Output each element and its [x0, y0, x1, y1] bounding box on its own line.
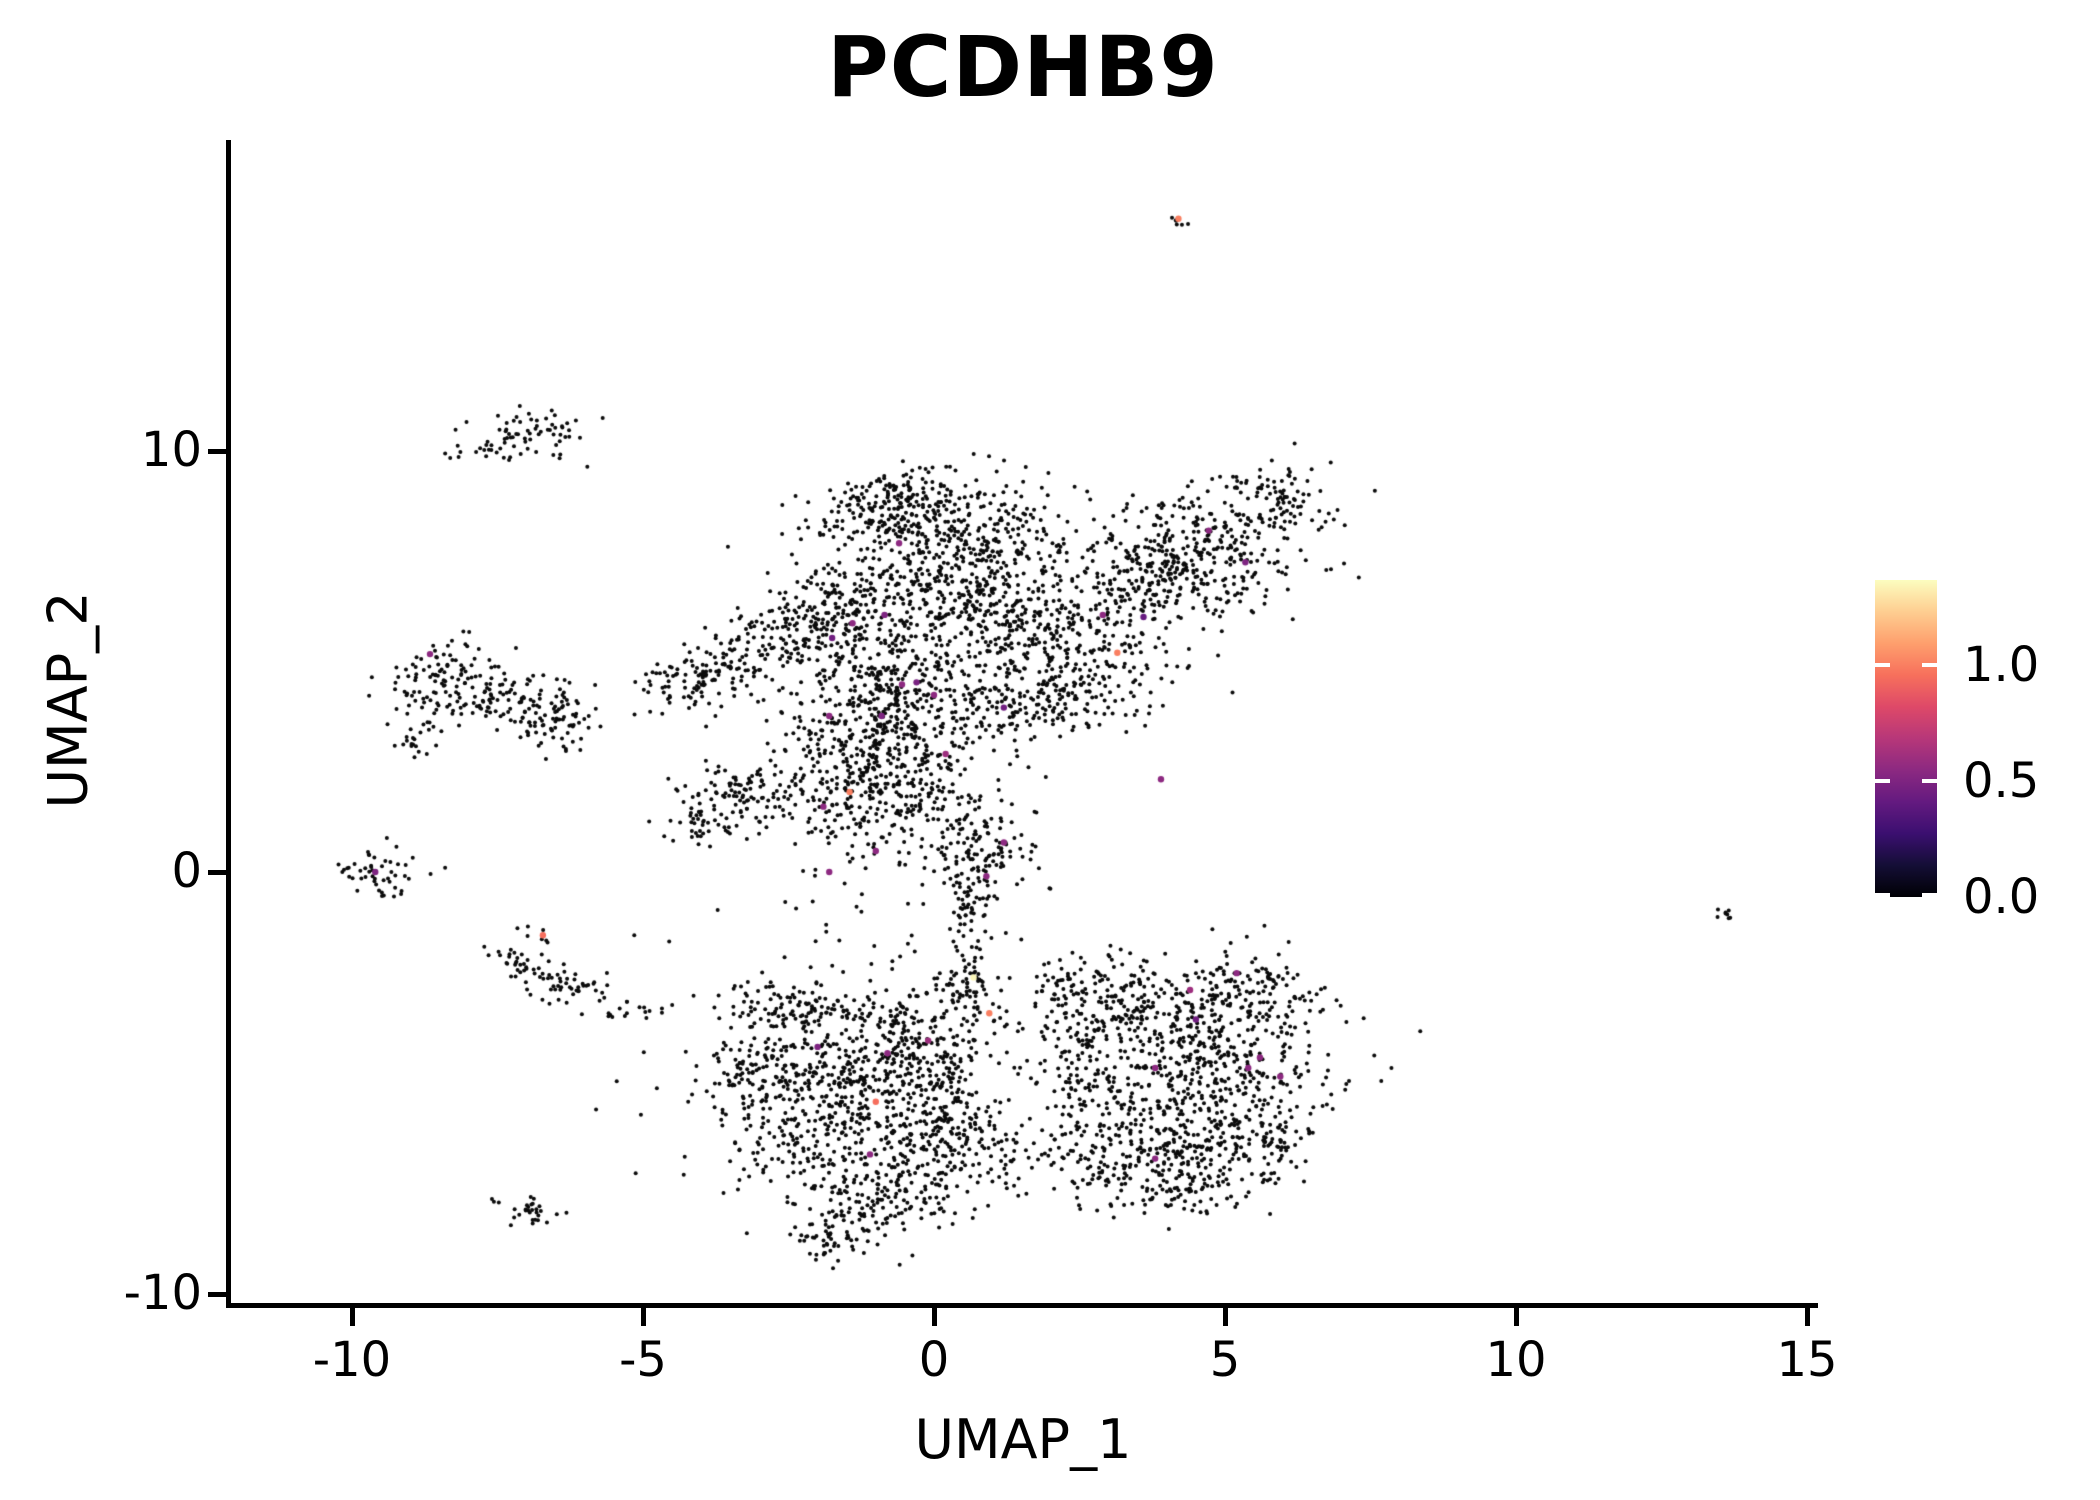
colorbar-tick-mark [1922, 779, 1937, 783]
y-tick-mark [208, 448, 226, 454]
x-tick-mark [1514, 1308, 1519, 1326]
x-tick-label: 5 [1209, 1332, 1241, 1388]
colorbar-tick-mark [1875, 663, 1890, 667]
x-tick-label: 15 [1776, 1332, 1838, 1388]
y-axis-title: UMAP_2 [36, 591, 100, 809]
y-tick-label: 10 [140, 421, 202, 478]
colorbar-tick-mark [1922, 663, 1937, 667]
colorbar-gradient [1875, 580, 1937, 897]
colorbar-tick-label: 0.0 [1963, 869, 2040, 925]
x-tick-mark [350, 1308, 355, 1326]
x-tick-mark [1223, 1308, 1228, 1326]
colorbar-tick-mark [1875, 779, 1890, 783]
x-tick-label: -10 [312, 1332, 392, 1388]
x-tick-label: 0 [918, 1332, 950, 1388]
x-tick-mark [932, 1308, 937, 1326]
colorbar-tick-label: 1.0 [1963, 637, 2040, 693]
x-tick-label: -5 [619, 1332, 667, 1388]
x-tick-label: 10 [1485, 1332, 1547, 1388]
y-tick-mark [208, 870, 226, 875]
y-axis-line [226, 140, 231, 1307]
colorbar-tick-label: 0.5 [1963, 753, 2040, 809]
x-axis-title: UMAP_1 [914, 1408, 1132, 1471]
y-tick-label: -10 [123, 1264, 202, 1321]
x-axis-line [226, 1303, 1818, 1308]
x-tick-mark [641, 1308, 646, 1326]
colorbar [1875, 580, 1937, 897]
y-tick-mark [208, 1291, 226, 1297]
y-tick-label: 0 [171, 843, 202, 899]
colorbar-tick-mark [1922, 893, 1937, 897]
colorbar-tick-mark [1875, 893, 1890, 897]
x-tick-mark [1805, 1308, 1810, 1326]
